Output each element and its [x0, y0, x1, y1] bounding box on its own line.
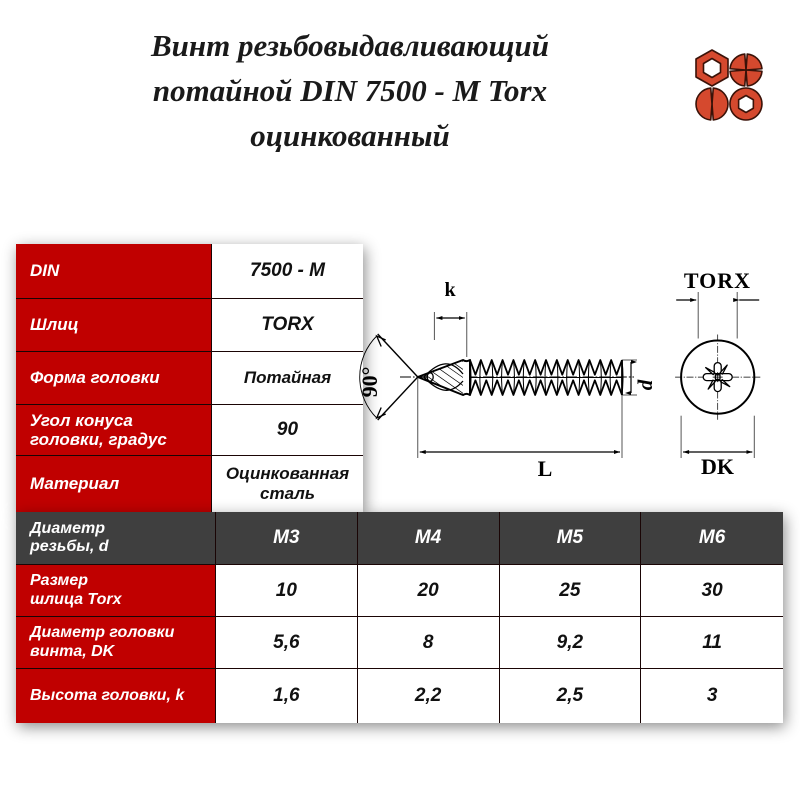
- svg-text:d: d: [633, 379, 657, 390]
- svg-text:TORX: TORX: [684, 268, 751, 293]
- svg-text:k: k: [444, 279, 456, 301]
- svg-text:90°: 90°: [357, 367, 382, 398]
- svg-text:L: L: [538, 456, 553, 481]
- svg-text:DK: DK: [701, 454, 734, 479]
